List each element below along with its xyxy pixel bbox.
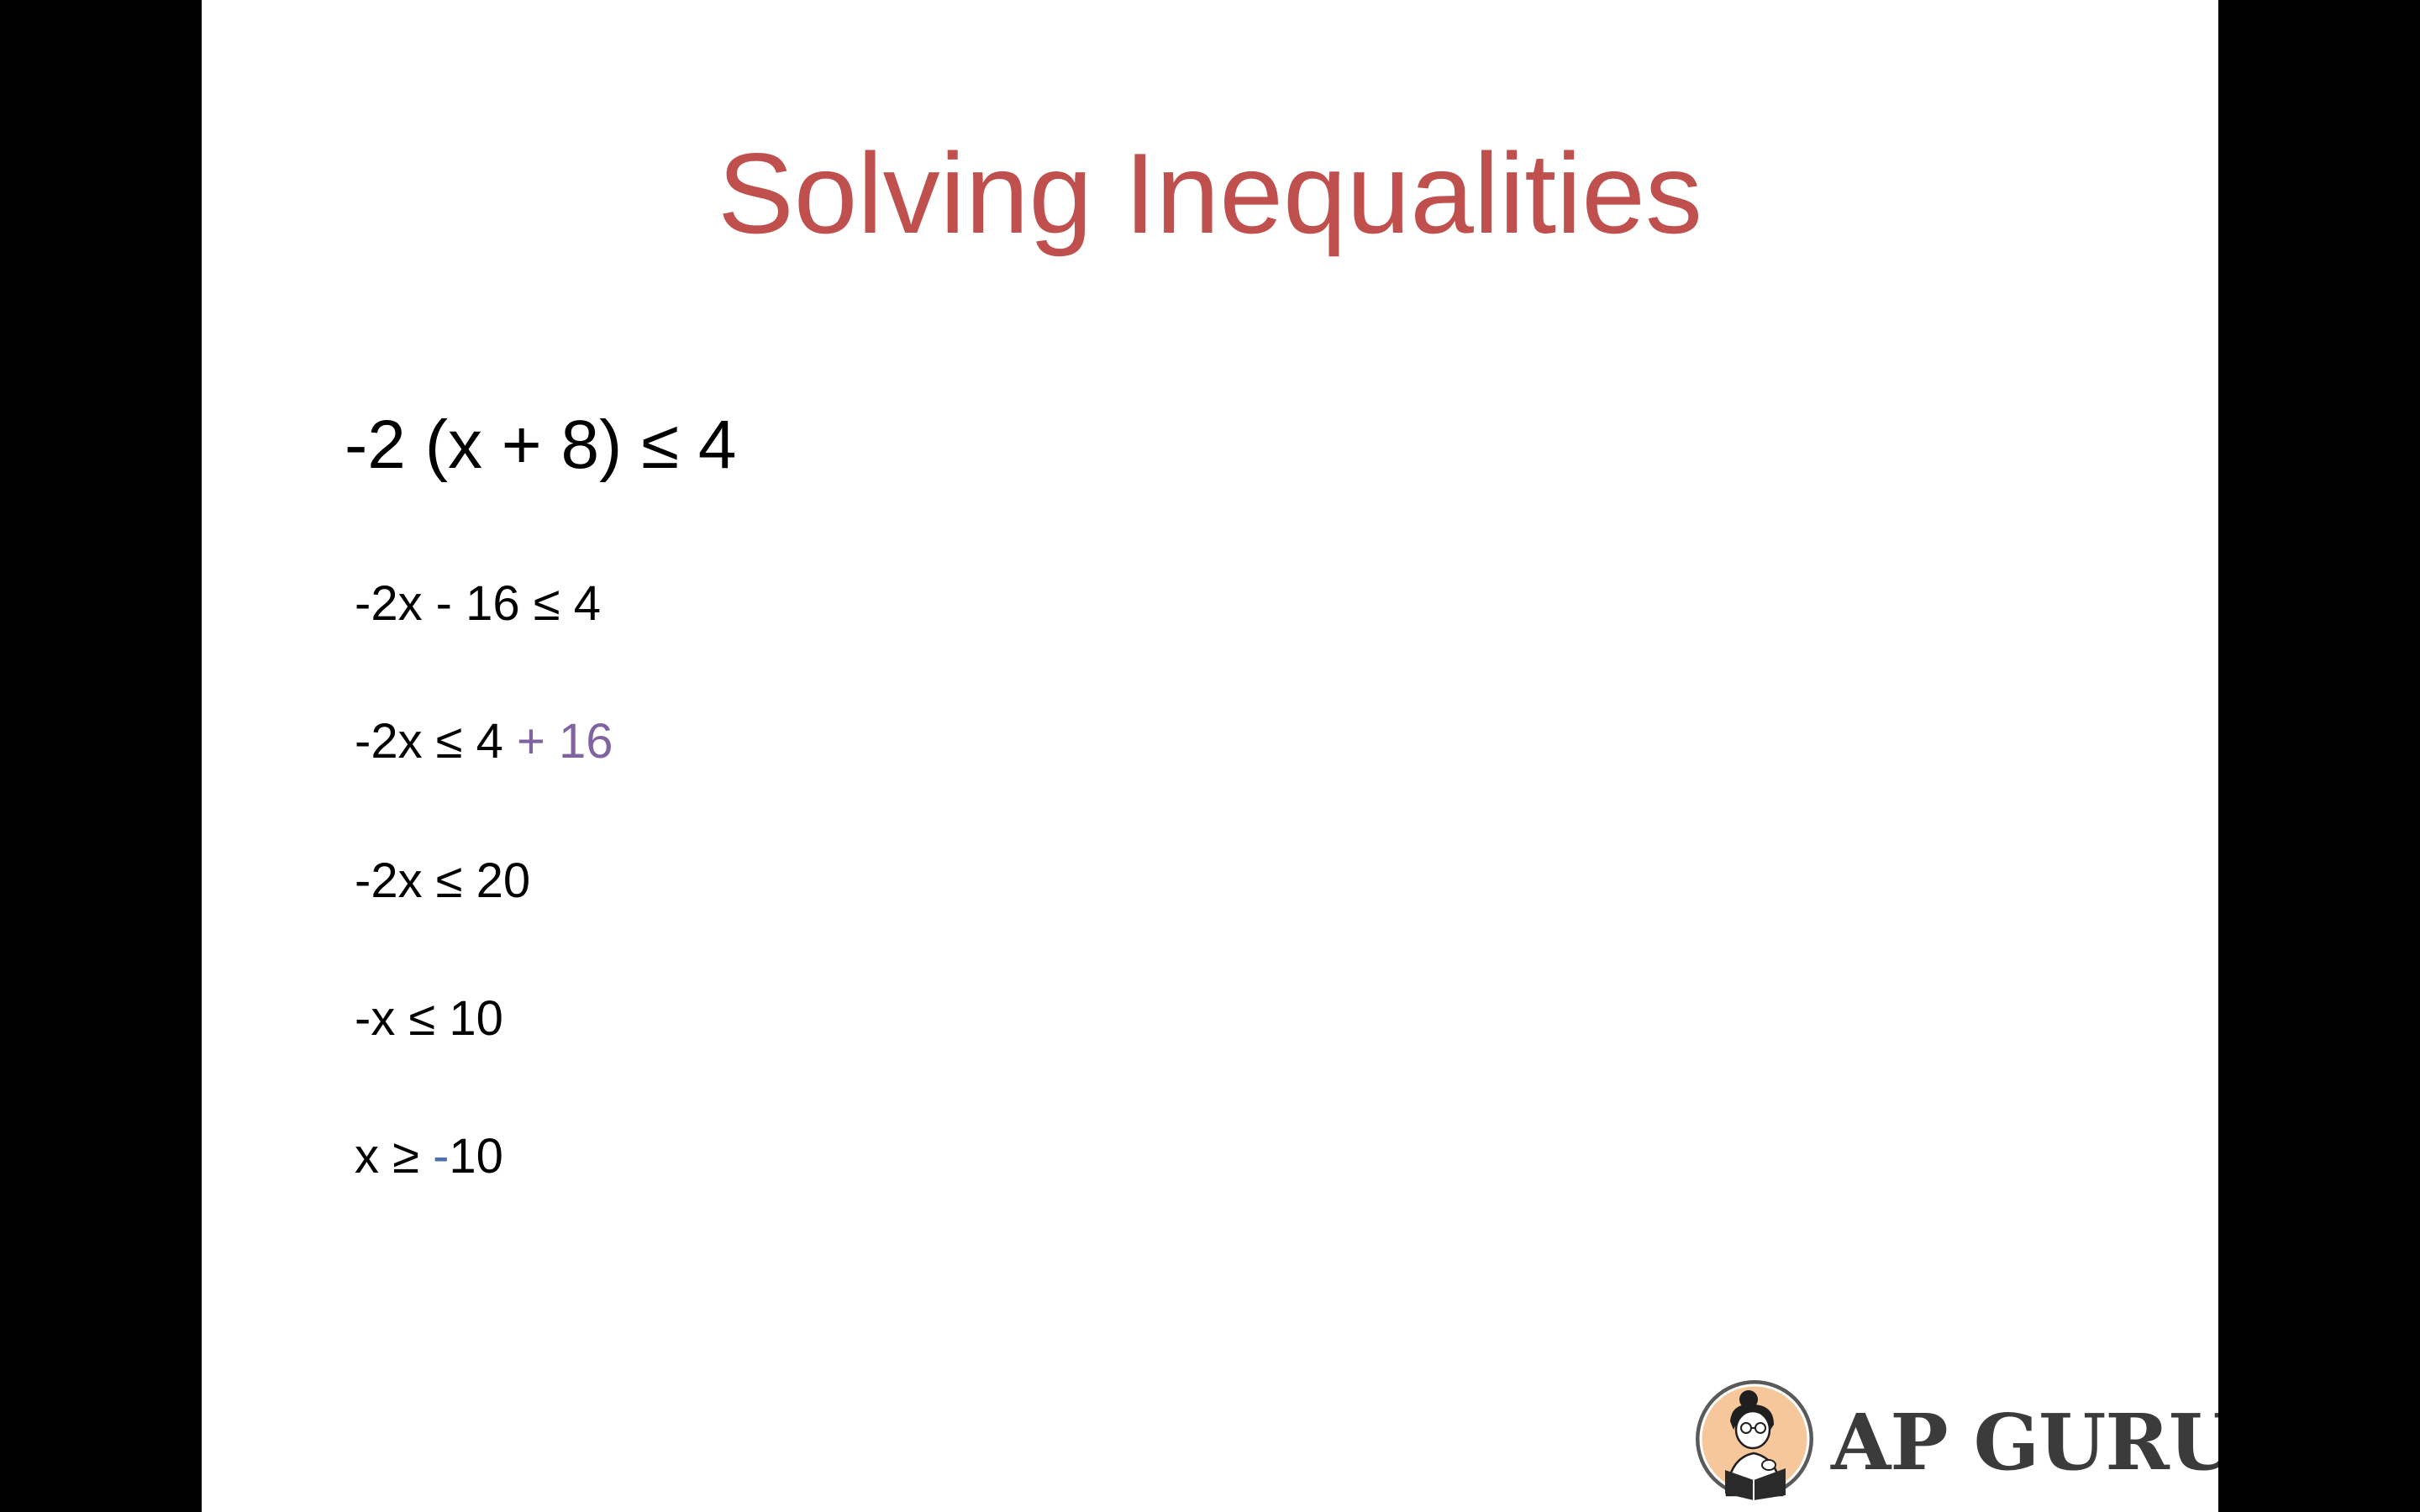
step-3-text: -2x ≤ 20 bbox=[355, 853, 531, 908]
step-1-text: -2x - 16 ≤ 4 bbox=[355, 576, 601, 631]
solution-step-1: -2x - 16 ≤ 4 bbox=[355, 575, 601, 633]
slide-title: Solving Inequalities bbox=[718, 129, 1702, 257]
step-2-added-term: + 16 bbox=[517, 714, 613, 769]
step-2-text: -2x ≤ 4 bbox=[355, 714, 518, 769]
slide: Solving Inequalities -2 (x + 8) ≤ 4 -2x … bbox=[202, 0, 2218, 1512]
solution-step-5: x ≥ -10 bbox=[355, 1127, 503, 1186]
step-4-text: -x ≤ 10 bbox=[355, 991, 503, 1046]
step-5-negative-sign: - bbox=[433, 1129, 450, 1184]
reading-person-badge-icon bbox=[1696, 1380, 1813, 1500]
solution-step-4: -x ≤ 10 bbox=[355, 990, 503, 1048]
step-5-value: 10 bbox=[449, 1129, 503, 1184]
ap-guru-logo: AP GURU bbox=[1693, 1374, 2218, 1509]
step-5-text: x ≥ bbox=[355, 1129, 434, 1184]
main-inequality: -2 (x + 8) ≤ 4 bbox=[345, 407, 737, 483]
solution-step-3: -2x ≤ 20 bbox=[355, 852, 530, 911]
solution-step-2: -2x ≤ 4 + 16 bbox=[355, 712, 613, 771]
ap-guru-logo-text: AP GURU bbox=[1831, 1397, 2218, 1488]
